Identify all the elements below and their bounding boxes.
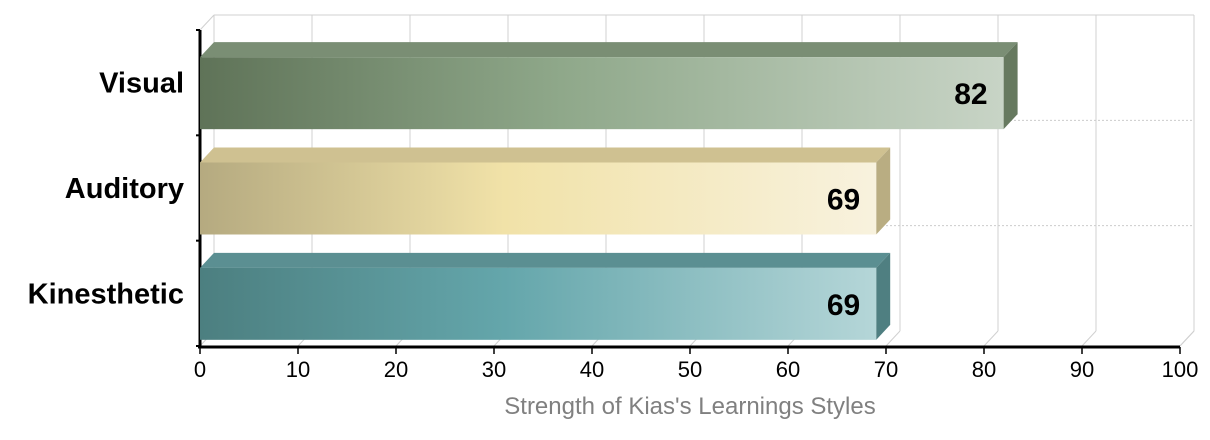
gridline-floor xyxy=(983,330,999,347)
x-tick-label: 30 xyxy=(482,357,506,382)
x-tick-label: 90 xyxy=(1070,357,1094,382)
x-tick-label: 10 xyxy=(286,357,310,382)
category-label: Kinesthetic xyxy=(28,278,184,310)
category-label: Visual xyxy=(99,68,184,100)
bar-side-face xyxy=(876,252,891,340)
bar-auditory xyxy=(200,147,891,235)
bar-front-face xyxy=(200,162,877,235)
bar-front-face xyxy=(200,57,1004,130)
gridline-corner xyxy=(199,14,215,31)
bar-kinesthetic xyxy=(200,252,891,340)
bar-front-face xyxy=(200,267,877,340)
gridline-corner xyxy=(1179,330,1195,347)
bar-top-face xyxy=(200,147,891,163)
x-tick-label: 40 xyxy=(580,357,604,382)
x-axis-title: Strength of Kias's Learnings Styles xyxy=(504,393,875,420)
gridline-floor xyxy=(885,330,901,347)
category-label: Auditory xyxy=(65,173,184,205)
bar-top-face xyxy=(200,252,891,268)
data-label: 69 xyxy=(827,184,860,217)
data-label: 69 xyxy=(827,289,860,322)
x-tick-label: 100 xyxy=(1162,357,1199,382)
x-tick-label: 70 xyxy=(874,357,898,382)
gridline-floor xyxy=(1081,330,1097,347)
x-tick-label: 80 xyxy=(972,357,996,382)
x-tick-label: 60 xyxy=(776,357,800,382)
data-label: 82 xyxy=(954,78,987,111)
x-tick-label: 0 xyxy=(194,357,206,382)
bar-top-face xyxy=(200,42,1018,58)
bar-side-face xyxy=(876,147,891,235)
x-tick-label: 20 xyxy=(384,357,408,382)
x-tick-label: 50 xyxy=(678,357,702,382)
bar-visual xyxy=(200,42,1018,130)
labels: 0 10 20 30 40 50 60 70 80 90 100 82 Visual 69 Auditory… xyxy=(28,68,1199,382)
bars xyxy=(200,42,1018,340)
bar-side-face xyxy=(1003,42,1018,130)
